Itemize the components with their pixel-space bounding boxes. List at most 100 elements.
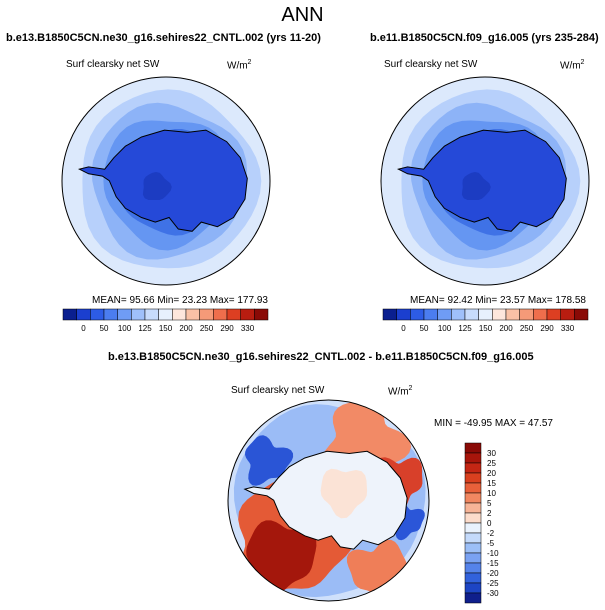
panel-3-colorbar-tick-label-2: 20 [487,469,496,478]
panel-1-interior-low [142,172,172,200]
panel-2-colorbar-tick-label-6: 250 [520,324,534,333]
panel-1-field [62,77,270,285]
panel-3-colorbar-tick-label-4: 10 [487,489,496,498]
panel-1-colorbar-swatch-3 [103,308,118,321]
panel-1-colorbar: 0 50 100 125 150 200 250 290 330 [62,308,269,333]
panel-2-colorbar-tick-label-7: 290 [540,324,554,333]
panel-3-units: W/m2 [388,385,413,398]
panel-3-colorbar-swatch-14 [464,582,482,594]
panel-2-colorbar: 0 50 100 125 150 200 250 290 330 [382,308,589,333]
panel-2-colorbar-swatch-14 [574,308,589,321]
panel-3-colorbar-tick-label-5: 5 [487,499,492,508]
panel-1-colorbar-swatch-4 [117,308,132,321]
panel-2-colorbar-tick-label-2: 100 [438,324,452,333]
panel-3-coastline [243,450,408,550]
panel-2-coastline [396,129,567,232]
panel-1-colorbar-swatch-9 [185,308,200,321]
panel-1-colorbar-swatch-6 [144,308,159,321]
panel-3-colorbar-swatch-0 [464,442,482,454]
panel-1-coastline [77,129,248,232]
panel-2-interior-low [461,172,491,200]
panel-2-colorbar-tick-label-8: 330 [561,324,575,333]
panel-2-field [381,77,589,285]
panel-1-colorbar-swatch-0 [62,308,77,321]
panel-2-units: W/m2 [560,59,585,72]
panel-1-colorbar-swatch-5 [131,308,146,321]
panel-2-title: b.e11.B1850C5CN.f09_g16.005 (yrs 235-284… [370,32,599,44]
panel-2-colorbar-swatch-3 [423,308,438,321]
panel-1-colorbar-swatch-2 [90,308,105,321]
panel-3-colorbar-swatch-10 [464,542,482,554]
panel-3-colorbar-swatch-9 [464,532,482,544]
panel-2-colorbar-tick-label-3: 125 [458,324,472,333]
panel-3-map-border [227,399,430,602]
panel-2-colorbar-swatch-2 [410,308,425,321]
panel-1-units: W/m2 [227,59,252,72]
panel-3-colorbar-tick-label-13: -25 [487,579,499,588]
panel-3-colorbar-tick-label-8: -2 [487,529,495,538]
panel-3-colorbar-tick-label-11: -15 [487,559,499,568]
panel-3-colorbar-tick-label-3: 15 [487,479,496,488]
panel-1-variable: Surf clearsky net SW [66,59,160,70]
panel-3-colorbar-tick-label-14: -30 [487,589,499,598]
panel-1-colorbar-tick-label-0: 0 [81,324,86,333]
panel-2-colorbar-swatch-0 [382,308,397,321]
panel-2-variable: Surf clearsky net SW [384,59,478,70]
panel-2-colorbar-swatch-13 [560,308,575,321]
panel-3-colorbar-swatch-1 [464,452,482,464]
panel-1-colorbar-tick-label-5: 200 [179,324,193,333]
panel-1-map-border [61,76,271,286]
panel-1-colorbar-swatch-11 [213,308,228,321]
panel-2-map-border [380,76,590,286]
panel-2-colorbar-tick-label-1: 50 [420,324,429,333]
panel-1-stats: MEAN= 95.66 Min= 23.23 Max= 177.93 [92,295,268,306]
panel-3-colorbar-tick-label-10: -10 [487,549,499,558]
panel-3-colorbar-tick-label-1: 25 [487,459,496,468]
figure-title: ANN [281,4,324,26]
panel-3-colorbar-swatch-8 [464,522,482,534]
panel-3-colorbar-tick-label-9: -5 [487,539,495,548]
panel-1-polar-map [61,76,271,286]
panel-1-colorbar-swatch-14 [254,308,269,321]
panel-1-title: b.e13.B1850C5CN.ne30_g16.sehires22_CNTL.… [6,32,321,44]
panel-1-colorbar-tick-label-6: 250 [200,324,214,333]
panel-3-colorbar-swatch-11 [464,552,482,564]
panel-3-polar-map [227,399,430,602]
panel-2-polar-map [380,76,590,286]
panel-3-colorbar-swatch-12 [464,562,482,574]
panel-3-variable: Surf clearsky net SW [231,385,325,396]
panel-3-continent-light-red [320,468,368,519]
panel-1-colorbar-swatch-10 [199,308,214,321]
panel-3-colorbar-swatch-4 [464,482,482,494]
panel-1-colorbar-tick-label-3: 125 [138,324,152,333]
panel-2-colorbar-tick-label-4: 150 [479,324,493,333]
panel-3-title: b.e13.B1850C5CN.ne30_g16.sehires22_CNTL.… [108,351,534,363]
panel-2-colorbar-swatch-5 [451,308,466,321]
panel-3-stats: MIN = -49.95 MAX = 47.57 [434,418,553,429]
panel-3-colorbar-tick-label-0: 30 [487,449,496,458]
panel-3-colorbar-tick-label-12: -20 [487,569,499,578]
panel-3-colorbar-tick-label-7: 0 [487,519,492,528]
panel-3-colorbar-swatch-3 [464,472,482,484]
panel-3-colorbar-swatch-7 [464,512,482,524]
panel-3-colorbar-swatch-15 [464,592,482,604]
panel-1-colorbar-tick-label-2: 100 [118,324,132,333]
panel-1-colorbar-tick-label-4: 150 [159,324,173,333]
panel-3-colorbar-tick-label-6: 2 [487,509,492,518]
panel-3-colorbar-swatch-6 [464,502,482,514]
panel-2-colorbar-swatch-10 [519,308,534,321]
panel-2-colorbar-swatch-12 [546,308,561,321]
panel-1-colorbar-swatch-8 [172,308,187,321]
panel-3-blue-patch-nw [245,435,294,486]
panel-2-colorbar-swatch-1 [396,308,411,321]
panel-3-colorbar-swatch-5 [464,492,482,504]
panel-3-colorbar-swatch-13 [464,572,482,584]
panel-2-colorbar-swatch-7 [478,308,493,321]
panel-2-stats: MEAN= 92.42 Min= 23.57 Max= 178.58 [410,295,586,306]
panel-2-colorbar-swatch-9 [505,308,520,321]
panel-2-colorbar-swatch-8 [492,308,507,321]
panel-1-colorbar-swatch-7 [158,308,173,321]
panel-3-colorbar-swatch-2 [464,462,482,474]
panel-1-colorbar-tick-label-7: 290 [220,324,234,333]
